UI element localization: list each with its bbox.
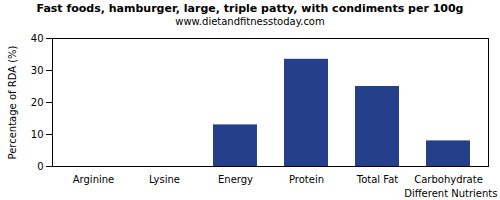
svg-text:Total Fat: Total Fat bbox=[356, 174, 398, 185]
svg-text:10: 10 bbox=[31, 129, 44, 140]
html-text:Fast foods, hamburger, large,: Fast foods, hamburger, large, triple pat… bbox=[36, 2, 464, 15]
svg-text:Different Nutrients: Different Nutrients bbox=[404, 188, 497, 199]
svg-text:0: 0 bbox=[37, 161, 43, 172]
svg-text:20: 20 bbox=[31, 97, 44, 108]
html-text:www.dietandfitnesstoday.com: www.dietandfitnesstoday.com bbox=[175, 16, 325, 27]
svg-text:Carbohydrate: Carbohydrate bbox=[414, 174, 483, 185]
svg-text:Percentage of RDA (%): Percentage of RDA (%) bbox=[7, 45, 18, 159]
svg-text:30: 30 bbox=[31, 65, 44, 76]
svg-text:Lysine: Lysine bbox=[149, 174, 180, 185]
svg-text:40: 40 bbox=[31, 33, 44, 44]
svg-text:Energy: Energy bbox=[218, 174, 253, 185]
svg-text:Protein: Protein bbox=[289, 174, 324, 185]
svg-text:Arginine: Arginine bbox=[73, 174, 115, 185]
